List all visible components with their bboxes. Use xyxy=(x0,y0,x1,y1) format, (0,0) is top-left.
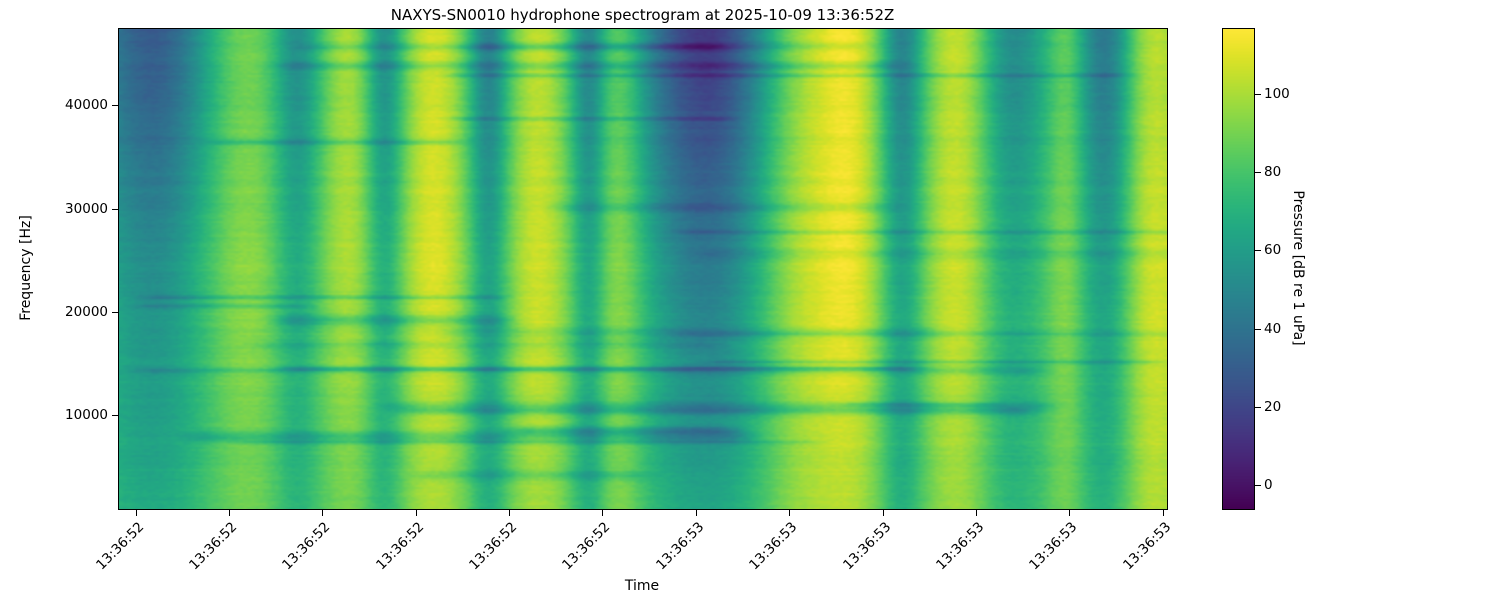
x-tick-label: 13:36:52 xyxy=(559,519,614,574)
x-tick-mark xyxy=(975,509,977,516)
x-tick-mark xyxy=(322,509,324,516)
colorbar-tick-mark xyxy=(1254,406,1261,408)
x-tick-mark xyxy=(1069,509,1071,516)
x-tick-mark xyxy=(882,509,884,516)
x-tick-label: 13:36:53 xyxy=(1119,519,1174,574)
colorbar-tick-label: 0 xyxy=(1264,476,1273,493)
colorbar-label: Pressure [dB re 1 uPa] xyxy=(1290,190,1306,346)
colorbar-tick-mark xyxy=(1254,94,1261,96)
x-tick-mark xyxy=(228,509,230,516)
colorbar-tick-label: 80 xyxy=(1264,164,1282,181)
spectrogram-image xyxy=(119,29,1167,509)
x-tick-label: 13:36:53 xyxy=(652,519,708,574)
colorbar-tick-label: 20 xyxy=(1264,398,1282,415)
x-tick-mark xyxy=(135,509,137,516)
colorbar-tick-mark xyxy=(1254,484,1261,486)
y-tick-label: 30000 xyxy=(65,200,108,217)
y-tick-label: 20000 xyxy=(65,303,108,320)
x-axis-label: Time xyxy=(624,578,660,594)
x-tick-mark xyxy=(509,509,510,516)
x-tick-label: 13:36:52 xyxy=(186,519,241,574)
x-tick-label: 13:36:53 xyxy=(839,519,894,574)
y-axis-label: Frequency [Hz] xyxy=(18,215,34,321)
x-tick-label: 13:36:53 xyxy=(933,519,988,574)
x-tick-mark xyxy=(415,509,417,516)
x-tick-label: 13:36:53 xyxy=(1026,519,1081,574)
y-tick-label: 40000 xyxy=(65,97,108,114)
y-tick-mark xyxy=(111,311,118,313)
x-tick-mark xyxy=(602,509,604,516)
colorbar-tick-mark xyxy=(1254,172,1261,174)
colorbar-tick-label: 60 xyxy=(1264,242,1282,259)
x-tick-mark xyxy=(695,509,697,516)
x-tick-label: 13:36:52 xyxy=(466,519,521,574)
x-tick-label: 13:36:53 xyxy=(746,519,801,574)
spectrogram-axes[interactable] xyxy=(118,28,1168,510)
x-tick-mark xyxy=(1162,509,1164,516)
x-tick-label: 13:36:52 xyxy=(92,519,147,574)
y-tick-mark xyxy=(111,105,118,107)
colorbar-tick-mark xyxy=(1254,328,1261,330)
colorbar-gradient xyxy=(1223,29,1254,509)
y-tick-mark xyxy=(111,208,118,210)
page-title: NAXYS-SN0010 hydrophone spectrogram at 2… xyxy=(390,6,895,24)
y-tick-mark xyxy=(111,415,118,417)
colorbar-tick-label: 40 xyxy=(1264,320,1282,337)
x-tick-label: 13:36:52 xyxy=(372,519,427,574)
colorbar-tick-mark xyxy=(1254,250,1261,252)
x-tick-label: 13:36:52 xyxy=(279,519,334,574)
colorbar-axes[interactable] xyxy=(1222,28,1255,510)
y-tick-label: 10000 xyxy=(65,407,108,424)
x-tick-mark xyxy=(789,509,791,516)
colorbar-tick-label: 100 xyxy=(1264,86,1290,103)
